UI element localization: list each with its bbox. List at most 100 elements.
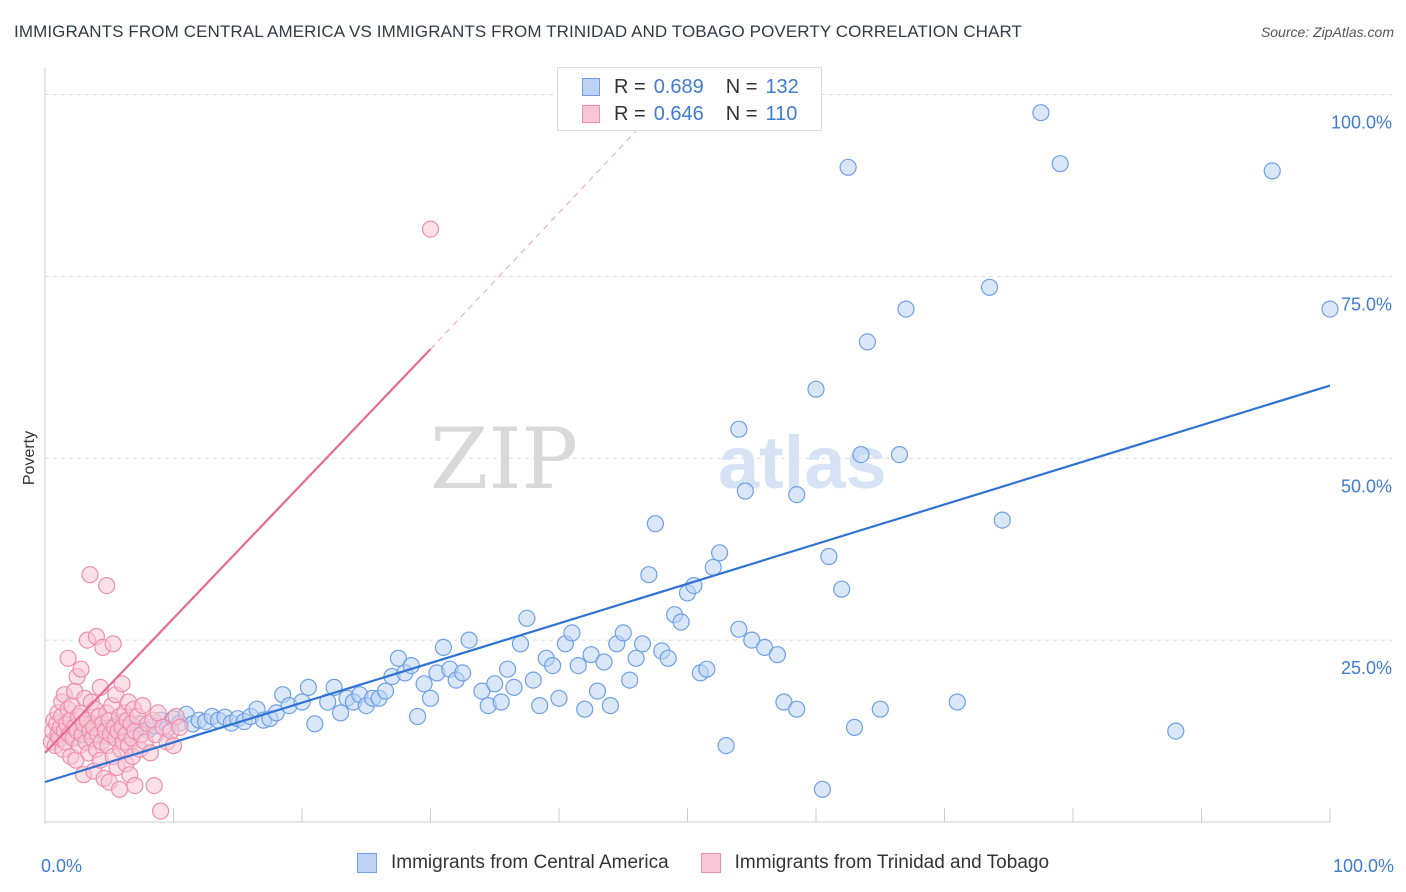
data-point-central-america — [980, 278, 999, 296]
x-tick-label: 0.0% — [41, 856, 82, 876]
data-point-central-america — [576, 700, 594, 718]
data-point-trinidad-tobago — [149, 704, 167, 722]
data-point-central-america — [505, 678, 523, 697]
data-point-central-america — [646, 515, 665, 533]
bottom-legend: Immigrants from Central America Immigran… — [0, 852, 1406, 874]
bottom-legend-label: Immigrants from Central America — [390, 852, 669, 873]
legend-swatch-blue — [582, 78, 600, 96]
data-point-central-america — [788, 486, 806, 504]
data-point-central-america — [717, 736, 735, 755]
data-point-central-america — [563, 624, 581, 642]
data-point-trinidad-tobago — [81, 566, 99, 584]
trendline-trinidad-tobago-extension — [430, 130, 637, 350]
data-point-central-america — [948, 693, 966, 711]
data-point-central-america — [852, 446, 870, 464]
data-point-central-america — [499, 660, 517, 678]
axes — [44, 68, 1331, 824]
data-point-central-america — [833, 580, 851, 598]
data-point-trinidad-tobago — [72, 660, 90, 678]
data-point-central-america — [820, 547, 838, 566]
data-point-central-america — [845, 718, 864, 737]
data-point-central-america — [524, 671, 542, 689]
data-point-trinidad-tobago — [421, 220, 440, 238]
data-point-central-america — [582, 646, 600, 664]
data-point-central-america — [1167, 722, 1185, 740]
legend-n-value: 110 — [765, 102, 798, 125]
data-point-central-america — [813, 780, 832, 798]
data-point-trinidad-tobago — [152, 802, 170, 820]
data-point-central-america — [621, 671, 639, 689]
tick-labels: 25.0% 50.0% 75.0% 100.0% 0.0% 100.0% — [41, 113, 1394, 876]
data-point-central-america — [871, 700, 889, 718]
data-point-central-america — [415, 675, 433, 693]
data-point-trinidad-tobago — [126, 776, 144, 795]
data-point-central-america — [672, 613, 690, 631]
data-point-central-america — [409, 707, 427, 726]
y-tick-label: 100.0% — [1331, 113, 1392, 133]
data-point-central-america — [460, 631, 478, 649]
data-point-trinidad-tobago — [134, 696, 152, 715]
data-point-central-america — [434, 638, 452, 657]
data-point-central-america — [755, 638, 774, 657]
trendlines — [44, 130, 1331, 784]
data-point-central-america — [595, 653, 613, 671]
data-point-central-america — [486, 675, 504, 693]
watermark-zip: ZIP — [430, 410, 578, 508]
series-central-america-points — [51, 104, 1339, 798]
data-point-central-america — [743, 631, 761, 649]
data-point-central-america — [775, 693, 793, 711]
data-point-central-america — [332, 704, 350, 722]
trendline-central-america — [44, 384, 1331, 784]
legend-n-value: 132 — [765, 75, 799, 98]
data-point-central-america — [389, 649, 407, 667]
data-point-central-america — [1263, 162, 1281, 180]
data-point-central-america — [550, 689, 568, 707]
data-point-central-america — [839, 158, 857, 176]
data-point-central-america — [299, 678, 317, 697]
data-point-central-america — [518, 609, 536, 627]
data-point-central-america — [492, 693, 510, 711]
data-point-trinidad-tobago — [91, 678, 109, 697]
data-point-central-america — [1051, 155, 1069, 173]
bottom-legend-swatch-pink — [700, 853, 721, 873]
data-point-central-america — [306, 715, 324, 733]
source-credit: Source: ZipAtlas.com — [1260, 24, 1394, 40]
data-point-central-america — [1032, 104, 1050, 122]
y-tick-label: 75.0% — [1341, 294, 1392, 314]
data-point-trinidad-tobago — [59, 649, 77, 667]
y-tick-label: 25.0% — [1341, 658, 1392, 678]
y-tick-label: 50.0% — [1341, 476, 1392, 496]
grid — [45, 94, 1392, 641]
data-point-trinidad-tobago — [145, 776, 163, 795]
bottom-legend-swatch-blue — [356, 853, 377, 873]
data-point-central-america — [627, 649, 645, 667]
data-point-central-america — [531, 696, 549, 715]
data-point-trinidad-tobago — [171, 718, 189, 737]
legend-r-value: 0.646 — [653, 102, 704, 125]
data-point-trinidad-tobago — [113, 675, 131, 693]
data-point-trinidad-tobago — [104, 635, 122, 653]
bottom-legend-trinidad-tobago: Immigrants from Trinidad and Tobago — [700, 852, 1049, 874]
legend: R = 0.689 N = 132 R = 0.646 N = 110 — [557, 67, 822, 131]
legend-row-central-america: R = 0.689 N = 132 — [582, 74, 799, 100]
data-point-central-america — [633, 635, 652, 653]
data-point-central-america — [897, 300, 915, 318]
data-point-central-america — [788, 700, 806, 718]
legend-r-label: R = — [614, 102, 646, 125]
series-trinidad-tobago-points — [42, 220, 440, 820]
legend-r-label: R = — [614, 75, 646, 98]
data-point-central-america — [543, 656, 562, 675]
bottom-legend-central-america: Immigrants from Central America — [356, 852, 669, 874]
data-point-central-america — [736, 482, 754, 500]
data-point-central-america — [768, 646, 787, 664]
legend-swatch-pink — [582, 105, 600, 123]
data-point-central-america — [454, 664, 472, 682]
data-point-central-america — [659, 649, 677, 667]
data-point-trinidad-tobago — [98, 576, 116, 595]
legend-r-value: 0.689 — [653, 75, 704, 98]
data-point-central-america — [421, 689, 440, 707]
data-point-central-america — [614, 624, 632, 642]
data-point-central-america — [640, 566, 658, 584]
data-point-trinidad-tobago — [110, 780, 129, 798]
data-point-central-america — [698, 660, 716, 678]
